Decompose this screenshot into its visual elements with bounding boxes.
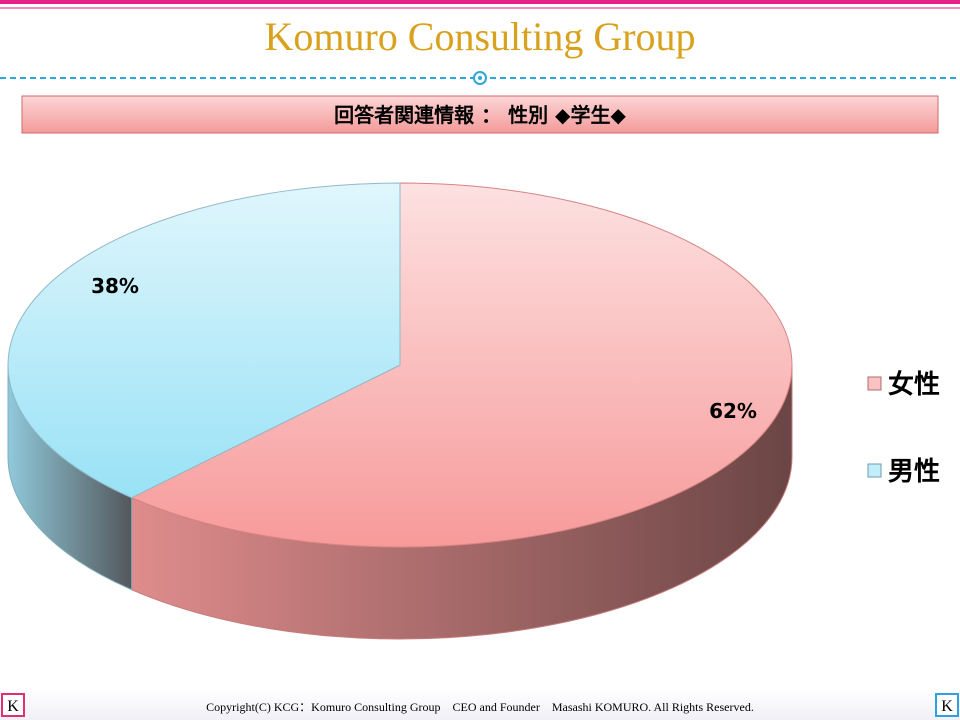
data-label: 38% (91, 274, 139, 298)
logo-letter: K (941, 698, 953, 715)
legend-label: 女性 (888, 369, 940, 400)
logo-frame (935, 693, 959, 717)
copyright: Copyright(C) KCG：Komuro Consulting Group… (206, 700, 754, 714)
footer-band (0, 690, 960, 720)
logo-frame (1, 693, 25, 717)
legend-swatch (867, 376, 882, 391)
chart-title: 回答者関連情報 ： 性別 ◆学生◆ (334, 103, 626, 127)
legend-swatch (867, 463, 882, 478)
top-bar-thin (0, 7, 960, 9)
header-ornament-dot (478, 76, 482, 80)
legend-label: 男性 (888, 457, 940, 487)
data-label: 62% (709, 399, 757, 423)
logo-right: K (935, 693, 959, 717)
top-bar (0, 0, 960, 4)
pie-slice (7, 182, 401, 499)
chart-title-box (21, 95, 939, 134)
pie-chart: 62% 38% (7, 182, 793, 640)
logo-left: K (1, 693, 25, 717)
logo-letter: K (7, 698, 19, 715)
header-title: Komuro Consulting Group (264, 14, 695, 59)
pie-slice (130, 182, 793, 548)
